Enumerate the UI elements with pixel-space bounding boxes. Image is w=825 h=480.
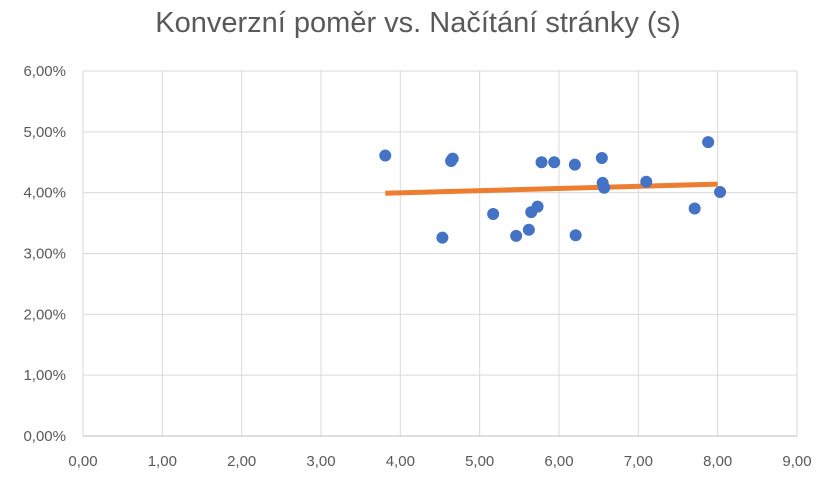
data-point — [510, 229, 523, 242]
x-tick-label: 7,00 — [624, 453, 653, 470]
tick-labels: 0,00 1,00 2,00 3,00 4,00 5,00 6,00 7,00 8,00 9,00… — [23, 63, 811, 470]
y-tick-label: 2,00% — [23, 306, 66, 323]
x-tick-label: 5,00 — [465, 453, 494, 470]
data-point — [446, 152, 459, 165]
data-point — [714, 186, 727, 199]
x-tick-label: 8,00 — [703, 453, 732, 470]
data-point — [487, 207, 500, 220]
y-tick-label: 1,00% — [23, 367, 66, 384]
x-tick-label: 1,00 — [148, 453, 177, 470]
data-point — [595, 151, 608, 164]
y-tick-label: 0,00% — [23, 428, 66, 445]
data-point — [522, 223, 535, 236]
x-tick-label: 4,00 — [386, 453, 415, 470]
y-tick-label: 6,00% — [23, 63, 66, 80]
data-point — [379, 149, 392, 162]
x-tick-label: 6,00 — [544, 453, 573, 470]
data-point — [598, 181, 611, 194]
chart-title: Konverzní poměr vs. Načítání stránky (s) — [155, 7, 680, 39]
data-point — [688, 202, 701, 215]
x-tick-label: 9,00 — [782, 453, 811, 470]
data-point — [535, 156, 548, 169]
data-point — [569, 229, 582, 242]
y-tick-label: 5,00% — [23, 124, 66, 141]
data-point — [436, 231, 449, 244]
x-tick-label: 3,00 — [306, 453, 335, 470]
data-point — [640, 175, 653, 188]
data-points — [379, 136, 727, 244]
y-tick-label: 4,00% — [23, 185, 66, 202]
x-tick-label: 2,00 — [227, 453, 256, 470]
y-tick-label: 3,00% — [23, 246, 66, 263]
data-point — [568, 158, 581, 171]
gridlines — [82, 70, 798, 437]
x-tick-label: 0,00 — [68, 453, 97, 470]
trendline-layer — [385, 181, 718, 196]
data-point — [702, 136, 715, 149]
data-point — [531, 200, 544, 213]
trendline — [385, 181, 718, 196]
data-point — [548, 156, 561, 169]
